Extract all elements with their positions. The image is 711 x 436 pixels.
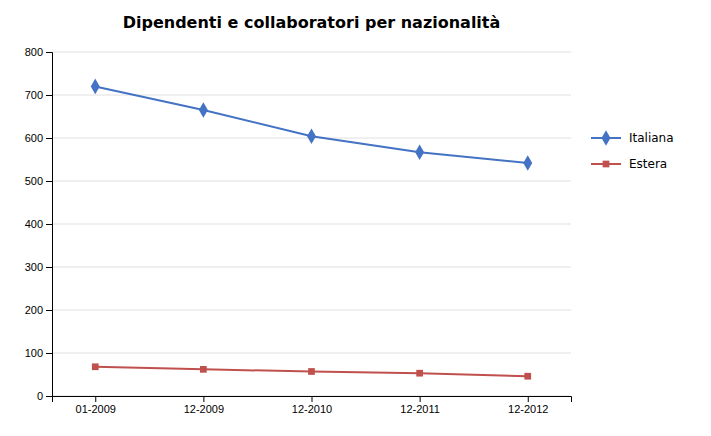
marker (524, 373, 531, 380)
tick-label: 12-2010 (292, 403, 332, 415)
grid-line (52, 353, 571, 354)
tick: 12-2011 (400, 396, 440, 415)
tick-mark (46, 181, 52, 182)
tick-mark (203, 396, 204, 402)
legend-marker (603, 161, 610, 168)
tick: 300 (25, 261, 52, 273)
marker (200, 366, 207, 373)
legend-item: Italiana (591, 130, 674, 146)
marker (523, 155, 532, 171)
tick-mark (95, 396, 96, 402)
tick-mark (46, 95, 52, 96)
tick: 400 (25, 218, 52, 230)
grid-line (52, 310, 571, 311)
tick: 12-2012 (508, 396, 548, 415)
marks (91, 79, 532, 380)
tick-mark (312, 396, 313, 402)
tick: 01-2009 (76, 396, 116, 415)
tick-mark (46, 310, 52, 311)
tick: 200 (25, 304, 52, 316)
tick-mark (46, 353, 52, 354)
tick-label: 700 (25, 89, 43, 101)
marker (415, 144, 424, 160)
tick-label: 800 (25, 46, 43, 58)
tick-label: 300 (25, 261, 43, 273)
tick: 700 (25, 89, 52, 101)
tick-mark (46, 52, 52, 53)
grid (52, 52, 571, 396)
tick-label: 500 (25, 175, 43, 187)
tick-label: 01-2009 (76, 403, 116, 415)
tick-mark (528, 396, 529, 402)
tick: 12-2010 (292, 396, 332, 415)
marker (307, 128, 316, 144)
tick-mark (46, 267, 52, 268)
y-axis: 0 100 200 300 400 500 600 700 800 (25, 46, 53, 402)
x-axis: 01-2009 12-2009 12-2010 12-2011 12-2012 (53, 396, 572, 415)
tick-label: 12-2009 (184, 403, 224, 415)
marker (91, 79, 100, 95)
tick-label: 200 (25, 304, 43, 316)
tick-label: 0 (37, 390, 43, 402)
legend-label: Italiana (629, 131, 674, 145)
grid-line (52, 224, 571, 225)
tick-label: 12-2011 (400, 403, 440, 415)
line (95, 86, 528, 163)
marker (308, 368, 315, 375)
tick-label: 400 (25, 218, 43, 230)
marker (199, 102, 208, 118)
grid-line (52, 267, 571, 268)
axis-line (53, 397, 572, 403)
tick: 100 (25, 347, 52, 359)
chart: 0 100 200 300 400 500 600 700 800 01-2009 12-2009 1… (0, 0, 711, 436)
tick: 12-2009 (184, 396, 224, 415)
tick: 500 (25, 175, 52, 187)
tick-mark (46, 224, 52, 225)
tick-label: 100 (25, 347, 43, 359)
line (95, 367, 528, 376)
axis-line (46, 53, 53, 397)
tick-label: 12-2012 (508, 403, 548, 415)
marker (416, 370, 423, 377)
tick: 0 (37, 390, 52, 402)
tick-mark (46, 138, 52, 139)
grid-line (52, 181, 571, 182)
tick: 600 (25, 132, 52, 144)
legend-marker (602, 130, 611, 146)
tick-mark (46, 396, 52, 397)
tick: 800 (25, 46, 52, 58)
legend-label: Estera (629, 157, 667, 171)
title: Dipendenti e collaboratori per nazionali… (123, 13, 501, 32)
plot: 0 100 200 300 400 500 600 700 800 01-2009 12-2009 1… (25, 46, 572, 415)
legend-item: Estera (591, 157, 667, 171)
tick-mark (420, 396, 421, 402)
legend: Italiana Estera (591, 130, 674, 171)
tick-label: 600 (25, 132, 43, 144)
marker (92, 363, 99, 370)
grid-line (52, 52, 571, 53)
